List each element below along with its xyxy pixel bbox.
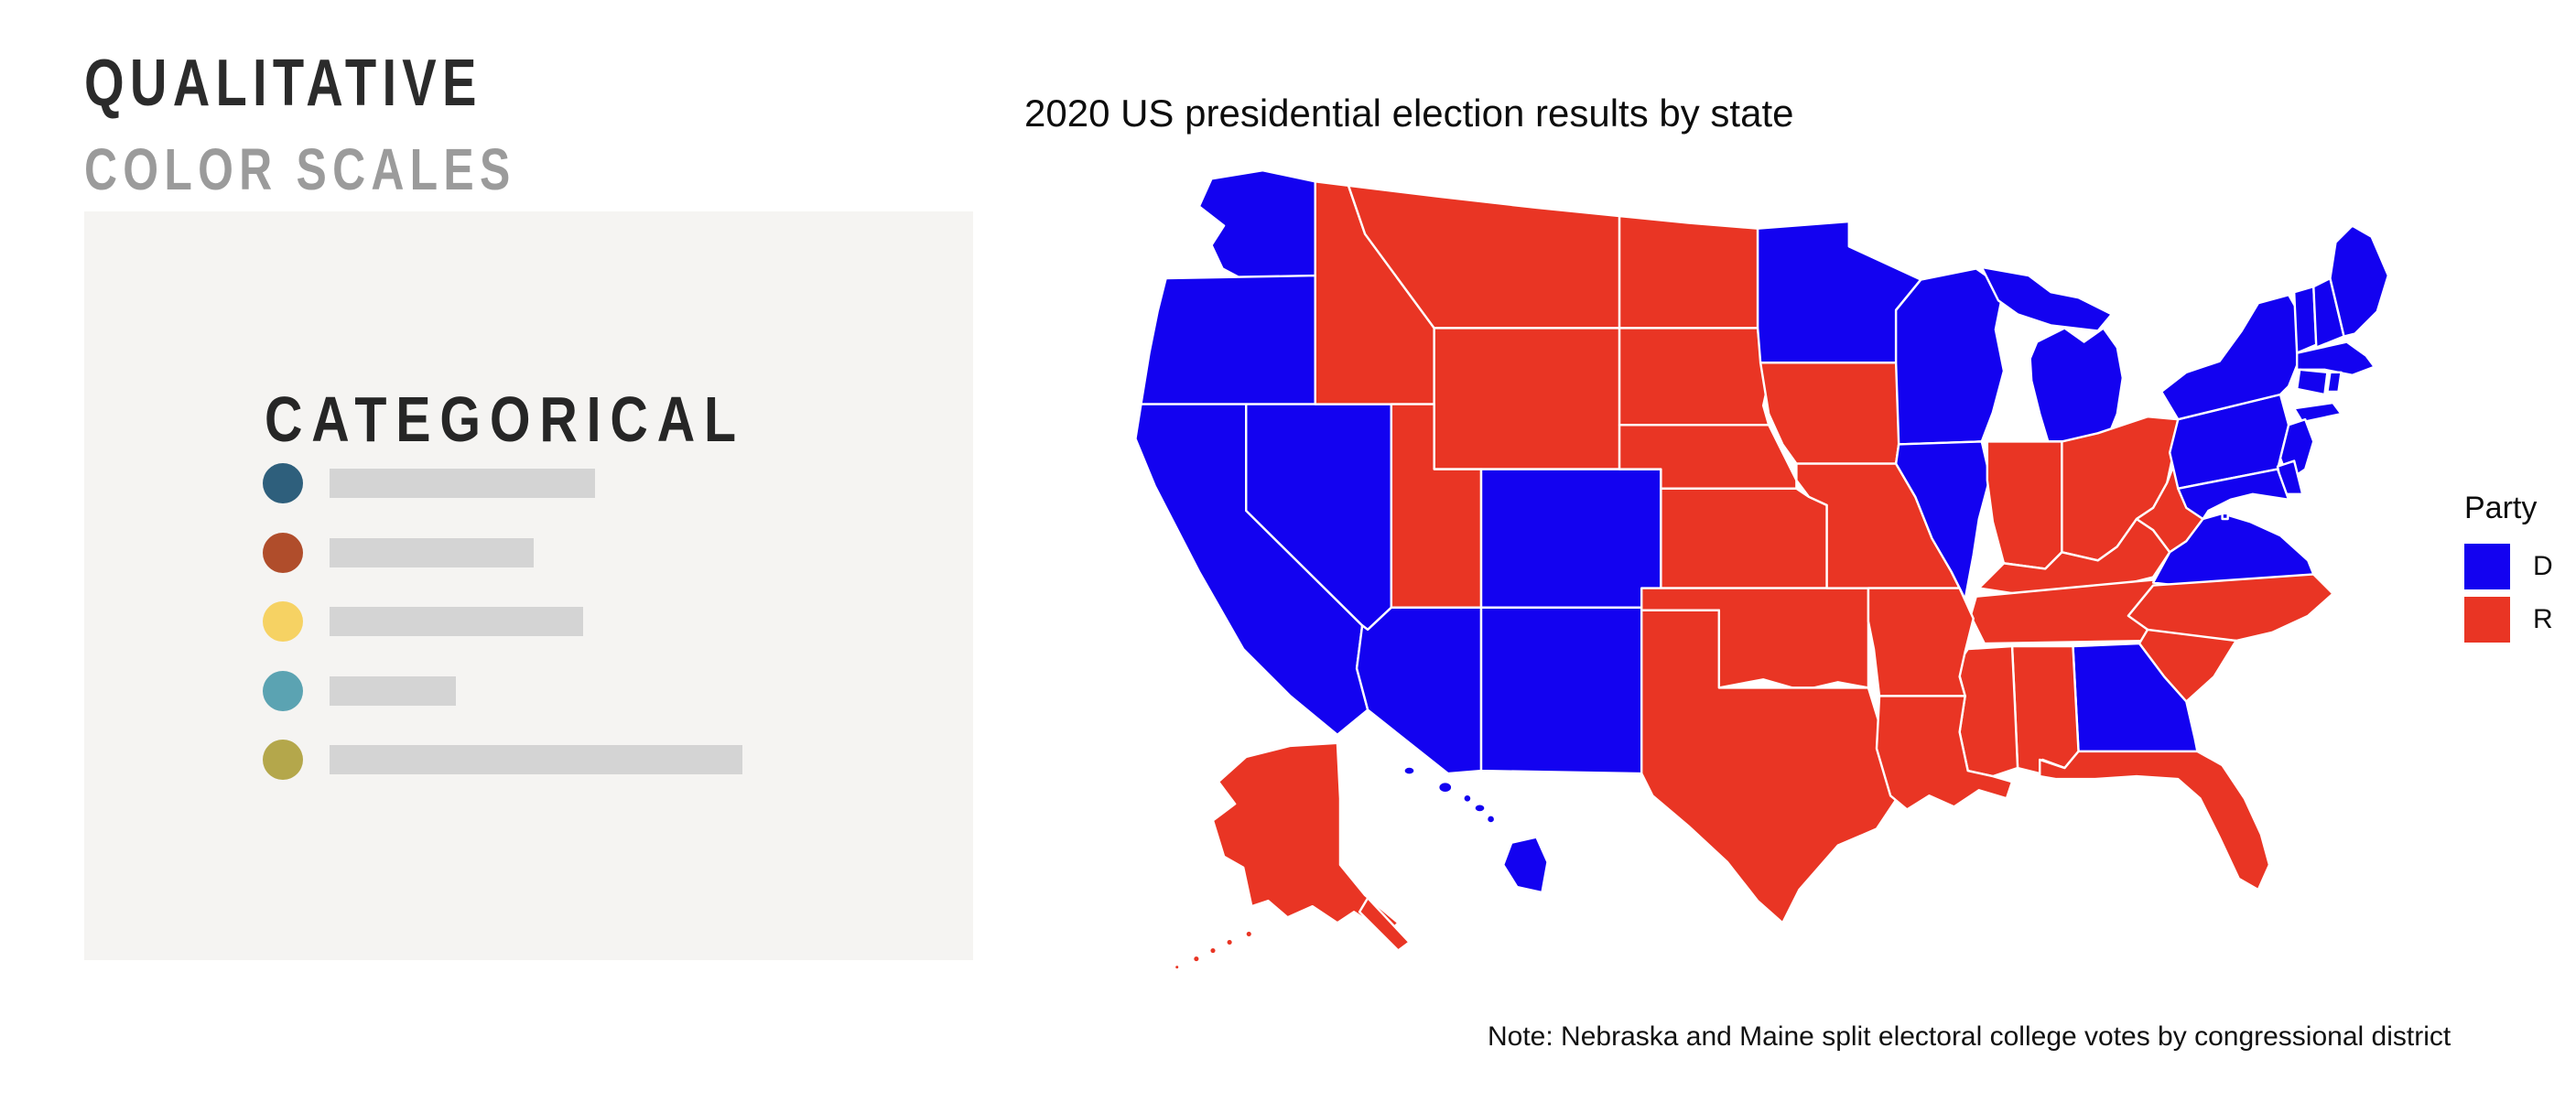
legend-mock-row xyxy=(263,740,742,780)
categorical-panel: CATEGORICAL xyxy=(84,211,973,960)
state-hi-island xyxy=(1473,803,1487,814)
state-wa xyxy=(1197,168,1316,283)
category-bar xyxy=(330,469,595,498)
state-sd xyxy=(1618,327,1770,427)
category-dot xyxy=(263,740,303,780)
category-dot xyxy=(263,601,303,642)
state-md xyxy=(2177,468,2290,521)
category-dot xyxy=(263,533,303,573)
state-ak-panhandle xyxy=(1358,896,1411,952)
state-ak-aleutians xyxy=(1244,929,1254,939)
legend-label-d: D xyxy=(2533,551,2553,581)
state-in xyxy=(1986,440,2063,570)
state-ny-long-island xyxy=(2292,401,2343,424)
state-mi xyxy=(2029,327,2125,443)
state-hi-big-island xyxy=(1501,836,1549,894)
footnote: Note: Nebraska and Maine split electoral… xyxy=(1488,1021,2452,1052)
state-ak-aleutians xyxy=(1191,954,1201,964)
state-wy xyxy=(1433,327,1621,470)
state-fl xyxy=(2039,750,2271,891)
category-dot xyxy=(263,671,303,711)
map-title: 2020 US presidential election results by… xyxy=(1024,92,1794,135)
state-ak-aleutians xyxy=(1208,946,1218,956)
state-la xyxy=(1875,695,2014,811)
state-nd xyxy=(1618,214,1759,330)
state-hi-island xyxy=(1402,765,1416,776)
legend-mock-row xyxy=(263,671,456,711)
state-ak-aleutians xyxy=(1225,937,1235,947)
state-dc xyxy=(2221,512,2229,521)
category-bar xyxy=(330,607,583,636)
state-az xyxy=(1355,606,1483,775)
state-ar xyxy=(1867,587,1975,697)
legend-item-d: D xyxy=(2464,544,2553,589)
state-tx xyxy=(1640,609,1900,924)
state-or xyxy=(1140,274,1316,405)
state-pa xyxy=(2169,393,2290,490)
state-me xyxy=(2329,224,2390,338)
state-co xyxy=(1479,468,1662,609)
party-legend: Party D R xyxy=(2464,492,2553,650)
state-nc xyxy=(2127,573,2334,643)
state-nm xyxy=(1479,606,1643,775)
category-bar xyxy=(330,676,456,706)
legend-mock-row xyxy=(263,463,595,503)
state-ri xyxy=(2326,371,2343,394)
brand-title-block: QUALITATIVE COLOR SCALES xyxy=(84,50,637,199)
state-mi-upper xyxy=(1980,265,2113,332)
state-hi-island xyxy=(1485,814,1497,825)
panel-heading: CATEGORICAL xyxy=(265,384,745,455)
legend-label-r: R xyxy=(2533,604,2553,634)
legend-swatch-r xyxy=(2464,597,2510,643)
category-bar xyxy=(330,538,534,567)
category-bar xyxy=(330,745,742,774)
state-ia xyxy=(1759,362,1917,465)
state-ak xyxy=(1211,741,1400,935)
brand-subtitle: COLOR SCALES xyxy=(84,136,516,202)
legend-title: Party xyxy=(2464,491,2538,525)
legend-mock-row xyxy=(263,601,583,642)
brand-title: QUALITATIVE xyxy=(84,47,482,120)
state-hi-island xyxy=(1462,793,1473,805)
legend-mock-row xyxy=(263,533,534,573)
legend-item-r: R xyxy=(2464,597,2553,643)
legend-swatch-d xyxy=(2464,544,2510,589)
state-ny xyxy=(2159,293,2301,421)
state-ak-aleutians xyxy=(1173,963,1181,971)
us-choropleth-map xyxy=(1134,168,2390,971)
state-al xyxy=(2010,644,2080,775)
category-dot xyxy=(263,463,303,503)
state-wi xyxy=(1894,267,2006,446)
state-ks xyxy=(1660,487,1828,589)
state-ct xyxy=(2295,368,2329,396)
state-hi-island xyxy=(1436,780,1454,794)
